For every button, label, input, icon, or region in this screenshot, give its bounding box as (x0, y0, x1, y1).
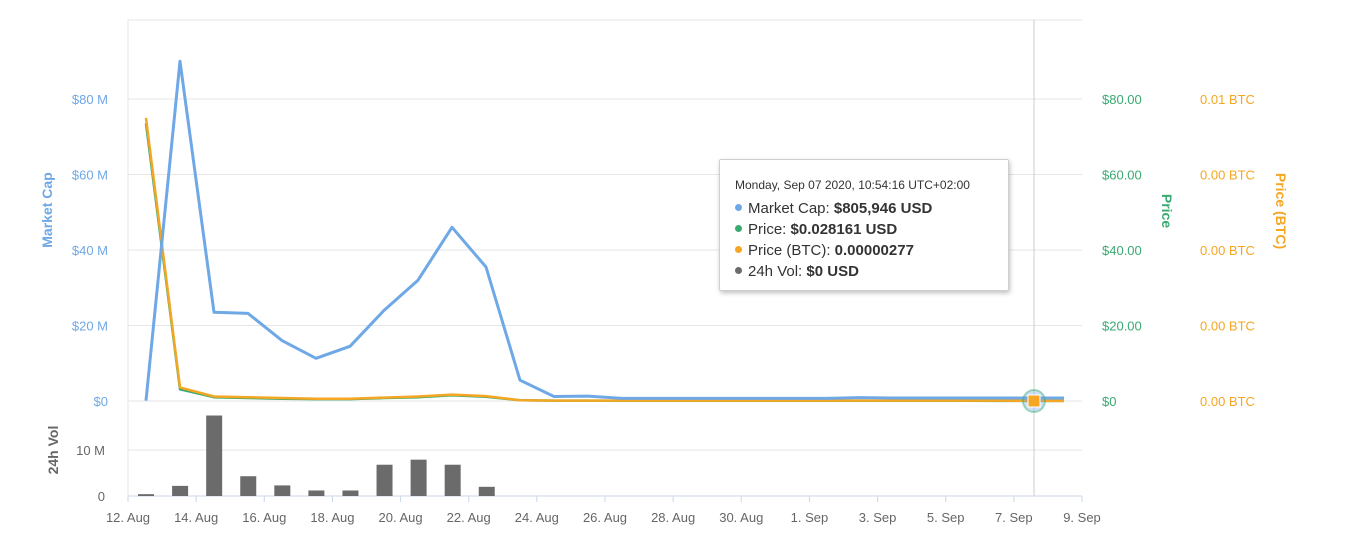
price-axis-tick-label: $0 (1102, 394, 1116, 409)
x-axis-tick-label: 26. Aug (583, 510, 627, 525)
x-axis-tick-label: 5. Sep (927, 510, 965, 525)
market-cap-dot-icon (735, 204, 742, 211)
tooltip-label: 24h Vol: (748, 263, 807, 280)
volume-bar (308, 490, 325, 496)
x-axis-tick-label: 16. Aug (242, 510, 286, 525)
volume-axis-tick-label: 10 M (76, 443, 105, 458)
x-axis-tick-label: 22. Aug (447, 510, 491, 525)
btc-axis-tick-label: 0.00 BTC (1200, 243, 1255, 258)
volume-bar (172, 485, 189, 496)
tooltip-label: Price: (748, 221, 791, 238)
x-axis-tick-label: 12. Aug (106, 510, 150, 525)
price-axis-title: Price (1159, 194, 1175, 228)
price-axis-tick-label: $80.00 (1102, 92, 1142, 107)
x-axis-tick-label: 24. Aug (515, 510, 559, 525)
x-axis-tick-label: 30. Aug (719, 510, 763, 525)
x-axis-tick-label: 28. Aug (651, 510, 695, 525)
price-dot-icon (735, 225, 742, 232)
left-axis-tick-label: $80 M (72, 92, 108, 107)
btc-axis-tick-label: 0.00 BTC (1200, 168, 1255, 183)
btc-axis-tick-label: 0.01 BTC (1200, 92, 1255, 107)
price-axis-tick-label: $60.00 (1102, 168, 1142, 183)
x-axis-tick-label: 1. Sep (791, 510, 829, 525)
tooltip-label: Market Cap: (748, 200, 834, 217)
volume-bar (138, 494, 155, 496)
volume-dot-icon (735, 267, 742, 274)
tooltip-value: $0.028161 USD (790, 221, 898, 238)
volume-bar (274, 485, 291, 496)
tooltip-value: 0.00000277 (834, 242, 914, 259)
tooltip-value: $805,946 USD (833, 200, 933, 217)
tooltip-value: $0 USD (806, 263, 859, 280)
x-axis-tick-label: 7. Sep (995, 510, 1033, 525)
tooltip-row-market-cap: Market Cap: $805,946 USD (735, 198, 994, 219)
volume-bar (410, 459, 427, 496)
left-axis-title: Market Cap (39, 172, 55, 247)
tooltip-row-price: Price: $0.028161 USD (735, 219, 994, 240)
tooltip-row-price-btc: Price (BTC): 0.00000277 (735, 240, 994, 261)
price-btc-dot-icon (735, 246, 742, 253)
price-axis-tick-label: $40.00 (1102, 243, 1142, 258)
x-axis-tick-label: 18. Aug (310, 510, 354, 525)
x-axis-tick-label: 20. Aug (379, 510, 423, 525)
tooltip-row-volume: 24h Vol: $0 USD (735, 261, 994, 282)
tooltip-label: Price (BTC): (748, 242, 835, 259)
x-axis-tick-label: 14. Aug (174, 510, 218, 525)
volume-bar (376, 464, 393, 496)
left-axis-tick-label: $40 M (72, 243, 108, 258)
left-axis-tick-label: $0 (94, 394, 108, 409)
btc-axis-tick-label: 0.00 BTC (1200, 319, 1255, 334)
market-cap-line (144, 59, 1064, 401)
btc-axis-title: Price (BTC) (1273, 173, 1289, 249)
chart-tooltip: Monday, Sep 07 2020, 10:54:16 UTC+02:00 … (719, 159, 1009, 291)
tooltip-title: Monday, Sep 07 2020, 10:54:16 UTC+02:00 (735, 178, 970, 192)
volume-bar (478, 486, 495, 496)
crosshair-marker-icon (1027, 394, 1041, 408)
volume-bar (444, 464, 461, 496)
left-axis-tick-label: $60 M (72, 168, 108, 183)
x-axis-tick-label: 3. Sep (859, 510, 897, 525)
volume-bar (342, 490, 359, 496)
price-btc-line (144, 117, 1064, 403)
btc-axis-tick-label: 0.00 BTC (1200, 394, 1255, 409)
volume-bar (240, 476, 257, 496)
price-axis-tick-label: $20.00 (1102, 319, 1142, 334)
x-axis-tick-label: 9. Sep (1063, 510, 1101, 525)
volume-axis-title: 24h Vol (45, 426, 61, 475)
left-axis-tick-label: $20 M (72, 319, 108, 334)
volume-bar (206, 415, 223, 496)
volume-axis-tick-label: 0 (98, 489, 105, 504)
